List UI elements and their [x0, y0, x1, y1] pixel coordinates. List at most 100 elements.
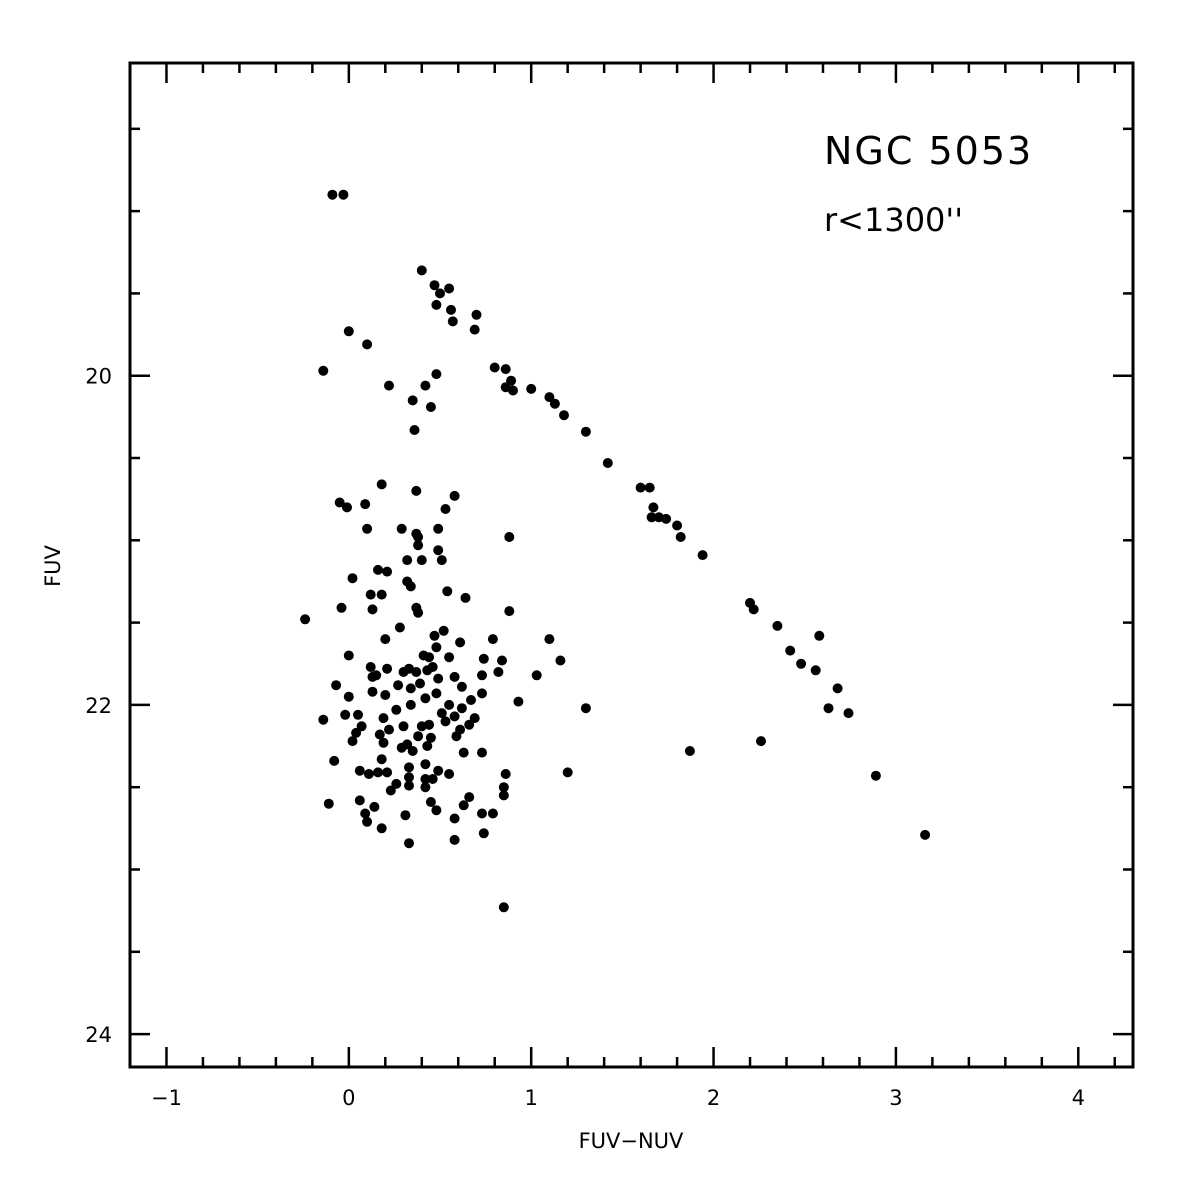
- data-point: [405, 683, 416, 694]
- data-point: [402, 555, 413, 566]
- data-point: [469, 324, 480, 335]
- data-point: [478, 653, 489, 664]
- data-point: [411, 667, 422, 677]
- data-point: [404, 838, 414, 849]
- data-point: [559, 410, 569, 421]
- x-tick-label: 0: [342, 1086, 355, 1110]
- data-point: [398, 721, 409, 732]
- data-point: [526, 383, 537, 394]
- data-point: [420, 759, 431, 770]
- y-axis-label: FUV: [41, 544, 65, 586]
- x-tick-label: 1: [525, 1086, 538, 1110]
- data-point: [455, 637, 466, 648]
- data-point: [360, 499, 371, 510]
- data-point: [440, 716, 451, 727]
- data-point: [353, 709, 363, 720]
- data-point: [442, 586, 453, 597]
- data-point: [384, 724, 394, 735]
- data-point: [444, 652, 455, 663]
- data-point: [544, 392, 555, 403]
- data-point: [407, 395, 418, 406]
- data-point: [814, 630, 825, 641]
- data-point: [438, 625, 449, 636]
- data-point: [413, 607, 424, 618]
- data-point: [400, 810, 411, 821]
- data-point: [555, 655, 566, 666]
- data-point: [391, 778, 402, 789]
- data-point: [504, 606, 515, 617]
- data-point: [756, 736, 766, 747]
- data-point: [394, 622, 405, 633]
- data-point: [436, 555, 447, 566]
- data-point: [435, 288, 445, 299]
- data-point: [460, 592, 471, 603]
- x-tick-label: −1: [151, 1086, 182, 1110]
- data-point: [376, 479, 387, 490]
- data-point: [367, 671, 378, 682]
- data-point: [672, 520, 683, 531]
- data-point: [365, 662, 376, 672]
- data-point: [329, 755, 340, 766]
- data-point: [464, 719, 475, 730]
- data-point: [374, 729, 385, 740]
- data-point: [433, 673, 444, 684]
- data-point: [823, 703, 834, 714]
- data-point: [429, 630, 440, 641]
- data-point: [513, 696, 524, 707]
- axis-ticks: [130, 63, 1133, 1067]
- data-point: [497, 655, 507, 666]
- data-point: [478, 828, 489, 839]
- data-point: [493, 667, 504, 677]
- data-point: [418, 650, 429, 661]
- annotation-title: NGC 5053: [824, 129, 1033, 173]
- data-point: [675, 532, 686, 542]
- data-point: [340, 709, 351, 720]
- data-point: [425, 402, 436, 412]
- data-point: [504, 532, 515, 542]
- data-point: [376, 823, 387, 834]
- data-point: [531, 670, 542, 681]
- data-point: [369, 801, 380, 812]
- data-point: [431, 642, 442, 653]
- data-point: [396, 523, 407, 534]
- data-point: [407, 746, 418, 756]
- data-point: [338, 189, 349, 200]
- data-point: [300, 614, 311, 625]
- data-point: [416, 265, 427, 276]
- data-point: [354, 795, 365, 806]
- data-point: [420, 380, 431, 391]
- data-point: [365, 589, 376, 600]
- data-point: [431, 369, 442, 380]
- x-tick-label: 2: [707, 1086, 720, 1110]
- data-point: [380, 690, 391, 700]
- data-point: [684, 746, 695, 756]
- data-point: [444, 769, 455, 779]
- data-point: [331, 680, 342, 691]
- data-point: [456, 703, 467, 714]
- data-point: [380, 634, 391, 645]
- data-point: [433, 523, 444, 534]
- data-point: [648, 502, 659, 513]
- data-point: [635, 482, 646, 493]
- data-point: [772, 620, 783, 631]
- annotation-subtitle: r<1300'': [824, 201, 963, 239]
- data-point: [446, 304, 456, 315]
- data-point: [433, 545, 444, 556]
- data-point: [431, 688, 442, 699]
- x-axis-label: FUV−NUV: [579, 1129, 684, 1153]
- data-point: [382, 566, 393, 577]
- data-point: [464, 792, 475, 803]
- data-point: [843, 708, 854, 719]
- y-tick-label: 24: [85, 1023, 112, 1047]
- data-point: [323, 798, 334, 809]
- data-point: [391, 704, 402, 715]
- data-point: [362, 523, 373, 534]
- data-point: [405, 699, 416, 710]
- data-point: [449, 834, 460, 845]
- data-point: [456, 681, 467, 692]
- data-point: [498, 902, 509, 913]
- data-point: [362, 339, 373, 350]
- data-point: [562, 767, 573, 778]
- data-point: [451, 731, 462, 742]
- data-point: [602, 458, 613, 468]
